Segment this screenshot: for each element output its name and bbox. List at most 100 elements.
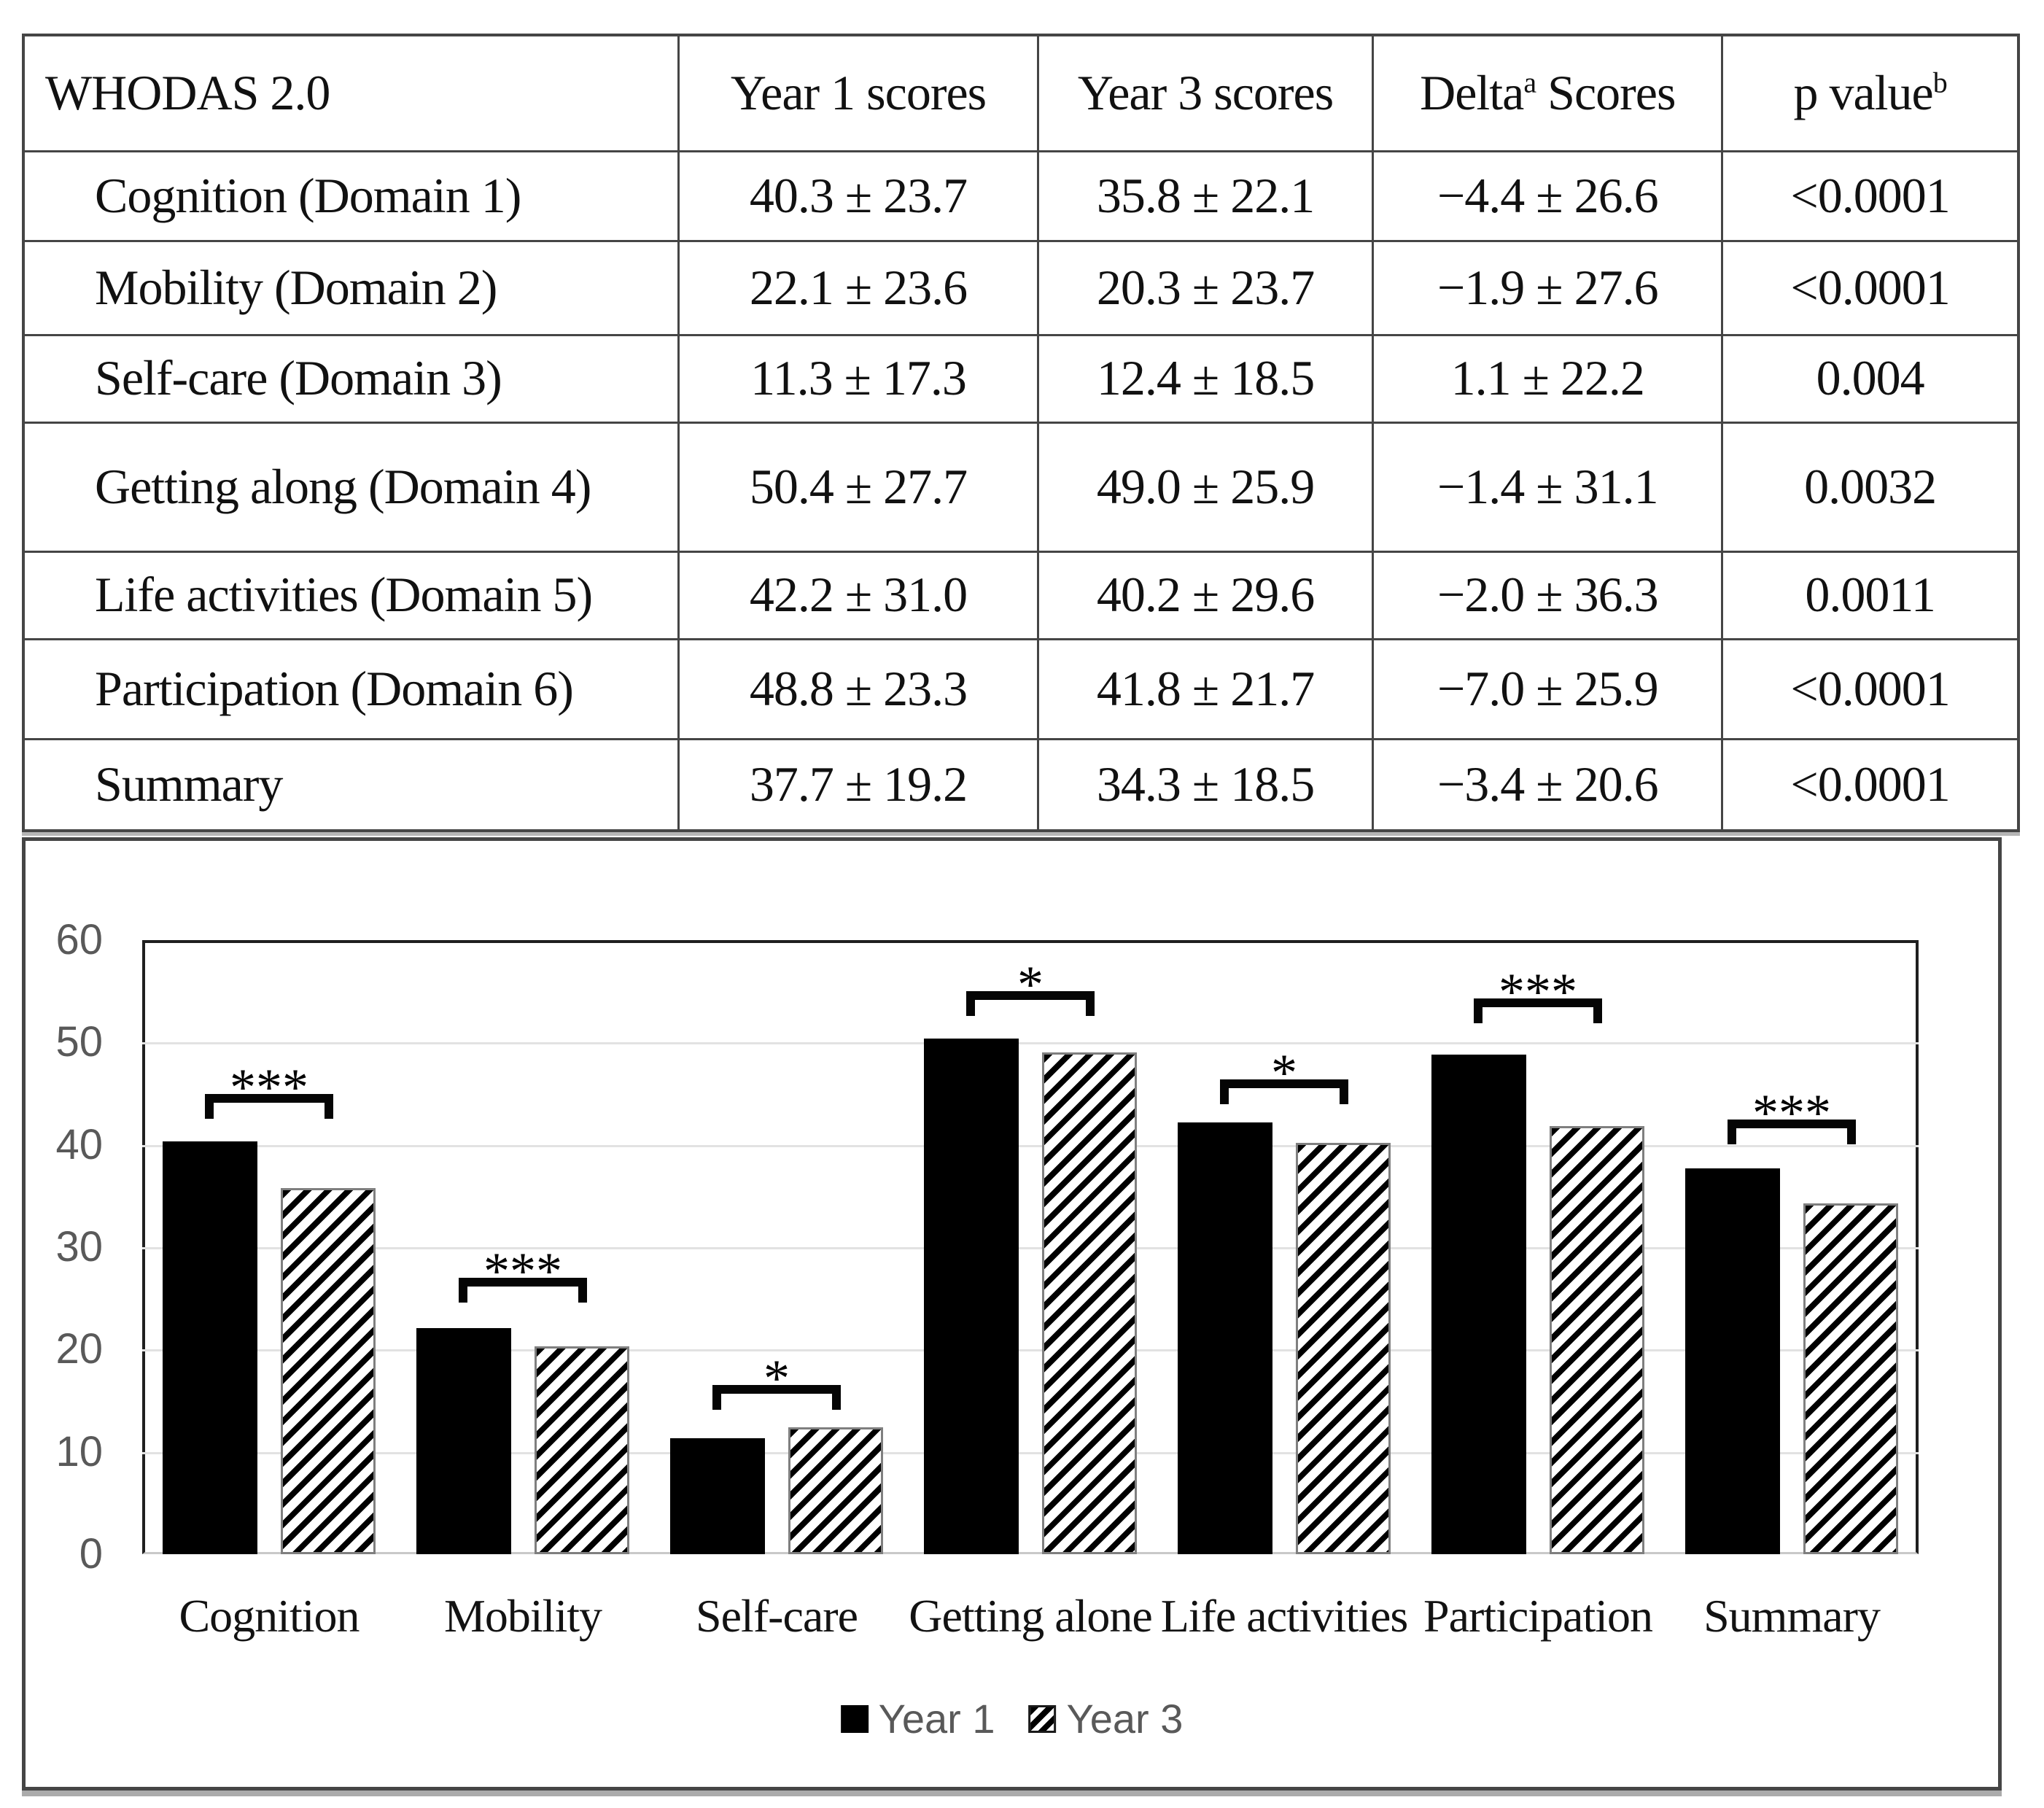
legend-label-year3: Year 3 — [1066, 1696, 1184, 1742]
significance-stars-cognition: *** — [230, 1058, 308, 1117]
table-cell: 40.2 ± 29.6 — [1036, 550, 1375, 640]
column-header-delta: Deltaa Scores — [1372, 34, 1724, 152]
whodas-scores-table: WHODAS 2.0 Year 1 scores Year 3 scores Delt… — [22, 34, 2020, 832]
column-header-whodas-2-0: WHODAS 2.0 — [22, 34, 680, 152]
table-row-life-activities-domain-5-: Life activities (Domain 5) 42.2 ± 31.0 40.… — [22, 550, 2020, 640]
gridline-30 — [142, 1247, 1919, 1249]
gridline-40 — [142, 1144, 1919, 1147]
significance-stars-self-care: * — [763, 1349, 790, 1408]
bar-year-1-mobility — [416, 1327, 511, 1554]
gridline-20 — [142, 1349, 1919, 1352]
year1-solid-swatch-icon — [840, 1704, 868, 1733]
table-header: WHODAS 2.0 Year 1 scores Year 3 scores Delt… — [22, 34, 2020, 152]
x-label-mobility: Mobility — [443, 1590, 602, 1642]
significance-bracket-self-care — [712, 1385, 841, 1411]
table-row-summary: Summary 37.7 ± 19.2 34.3 ± 18.5 −3.4 ± 20.6… — [22, 737, 2020, 832]
y-tick-60: 60 — [55, 916, 103, 963]
table-cell: −4.4 ± 26.6 — [1372, 150, 1724, 242]
table-row-participation-domain-6-: Participation (Domain 6) 48.8 ± 23.3 41.8 … — [22, 637, 2020, 740]
table-cell: 41.8 ± 21.7 — [1036, 637, 1375, 740]
x-label-life-activities: Life activities — [1160, 1590, 1409, 1642]
significance-stars-life-activities: * — [1271, 1043, 1297, 1102]
significance-bracket-mobility — [459, 1278, 587, 1303]
header-row: WHODAS 2.0 Year 1 scores Year 3 scores Delt… — [22, 34, 2020, 152]
table-cell: 49.0 ± 25.9 — [1036, 421, 1375, 553]
bar-year-3-summary — [1803, 1203, 1898, 1554]
y-tick-0: 0 — [79, 1530, 103, 1578]
table-cell: 40.3 ± 23.7 — [677, 150, 1039, 242]
column-header-year-1-scores: Year 1 scores — [677, 34, 1039, 152]
significance-bracket-participation — [1474, 998, 1602, 1023]
y-tick-50: 50 — [55, 1018, 103, 1066]
chart-legend: Year 1 Year 3 — [840, 1695, 1184, 1742]
bar-year-3-getting-alone — [1042, 1052, 1137, 1554]
whodas-table-wrap: WHODAS 2.0 Year 1 scores Year 3 scores Delt… — [22, 34, 2020, 832]
table-cell: <0.0001 — [1721, 150, 2020, 242]
significance-bracket-getting-alone — [966, 991, 1095, 1017]
table-cell: 37.7 ± 19.2 — [677, 737, 1039, 832]
table-cell: −2.0 ± 36.3 — [1372, 550, 1724, 640]
table-cell: <0.0001 — [1721, 737, 2020, 832]
y-tick-10: 10 — [55, 1427, 103, 1475]
x-label-self-care: Self-care — [696, 1590, 858, 1642]
table-cell: <0.0001 — [1721, 239, 2020, 336]
bar-year-1-self-care — [670, 1438, 765, 1554]
table-cell: 34.3 ± 18.5 — [1036, 737, 1375, 832]
table-row-self-care-domain-3-: Self-care (Domain 3) 11.3 ± 17.3 12.4 ± 18… — [22, 333, 2020, 424]
bar-year-1-cognition — [163, 1141, 257, 1554]
significance-stars-mobility: *** — [483, 1242, 562, 1301]
row-label: Cognition (Domain 1) — [22, 150, 680, 242]
table-cell: 42.2 ± 31.0 — [677, 550, 1039, 640]
significance-bracket-summary — [1728, 1119, 1856, 1144]
table-row-mobility-domain-2-: Mobility (Domain 2) 22.1 ± 23.6 20.3 ± 23.… — [22, 239, 2020, 336]
significance-bracket-life-activities — [1220, 1079, 1348, 1104]
table-cell: 35.8 ± 22.1 — [1036, 150, 1375, 242]
bar-year-1-life-activities — [1178, 1122, 1272, 1554]
table-cell: −3.4 ± 20.6 — [1372, 737, 1724, 832]
bar-year-3-participation — [1550, 1126, 1644, 1554]
significance-bracket-cognition — [205, 1093, 333, 1119]
bar-year-1-participation — [1431, 1055, 1526, 1554]
year3-hatch-swatch-icon — [1028, 1704, 1057, 1733]
table-cell: 22.1 ± 23.6 — [677, 239, 1039, 336]
row-label: Mobility (Domain 2) — [22, 239, 680, 336]
table-cell: 0.004 — [1721, 333, 2020, 424]
y-tick-40: 40 — [55, 1120, 103, 1168]
x-label-getting-alone: Getting alone — [909, 1590, 1153, 1642]
table-cell: −1.4 ± 31.1 — [1372, 421, 1724, 553]
x-label-participation: Participation — [1423, 1590, 1653, 1642]
table-cell: 1.1 ± 22.2 — [1372, 333, 1724, 424]
gridline-10 — [142, 1451, 1919, 1454]
row-label: Life activities (Domain 5) — [22, 550, 680, 640]
legend-item-year3: Year 3 — [1028, 1695, 1184, 1742]
bar-year-3-mobility — [535, 1346, 629, 1554]
significance-stars-participation: *** — [1499, 962, 1577, 1021]
column-header-year-3-scores: Year 3 scores — [1036, 34, 1375, 152]
x-label-cognition: Cognition — [179, 1590, 360, 1642]
column-header-p-value: p valueb — [1721, 34, 2020, 152]
table-cell: 11.3 ± 17.3 — [677, 333, 1039, 424]
table-row-getting-along-domain-4-: Getting along (Domain 4) 50.4 ± 27.7 49.0 … — [22, 421, 2020, 553]
legend-label-year1: Year 1 — [878, 1696, 995, 1742]
table-cell: 0.0011 — [1721, 550, 2020, 640]
table-cell: 48.8 ± 23.3 — [677, 637, 1039, 740]
table-cell: 0.0032 — [1721, 421, 2020, 553]
table-cell: −7.0 ± 25.9 — [1372, 637, 1724, 740]
bar-year-3-self-care — [788, 1427, 883, 1554]
y-tick-20: 20 — [55, 1325, 103, 1373]
bar-year-3-life-activities — [1296, 1142, 1391, 1554]
significance-stars-summary: *** — [1752, 1083, 1831, 1142]
table-cell: −1.9 ± 27.6 — [1372, 239, 1724, 336]
table-cell: 50.4 ± 27.7 — [677, 421, 1039, 553]
gridline-50 — [142, 1042, 1919, 1045]
whodas-bar-chart: Year 1 Year 3 0 10 20 30 40 50 60 *** *** * * * *** *… — [22, 837, 2002, 1790]
y-tick-30: 30 — [55, 1223, 103, 1270]
legend-item-year1: Year 1 — [840, 1695, 995, 1742]
table-row-cognition-domain-1-: Cognition (Domain 1) 40.3 ± 23.7 35.8 ± 22… — [22, 150, 2020, 242]
row-label: Self-care (Domain 3) — [22, 333, 680, 424]
table-body: Cognition (Domain 1) 40.3 ± 23.7 35.8 ± 22… — [22, 150, 2020, 832]
bar-year-1-summary — [1685, 1168, 1780, 1554]
bar-year-3-cognition — [281, 1187, 376, 1554]
row-label: Getting along (Domain 4) — [22, 421, 680, 553]
